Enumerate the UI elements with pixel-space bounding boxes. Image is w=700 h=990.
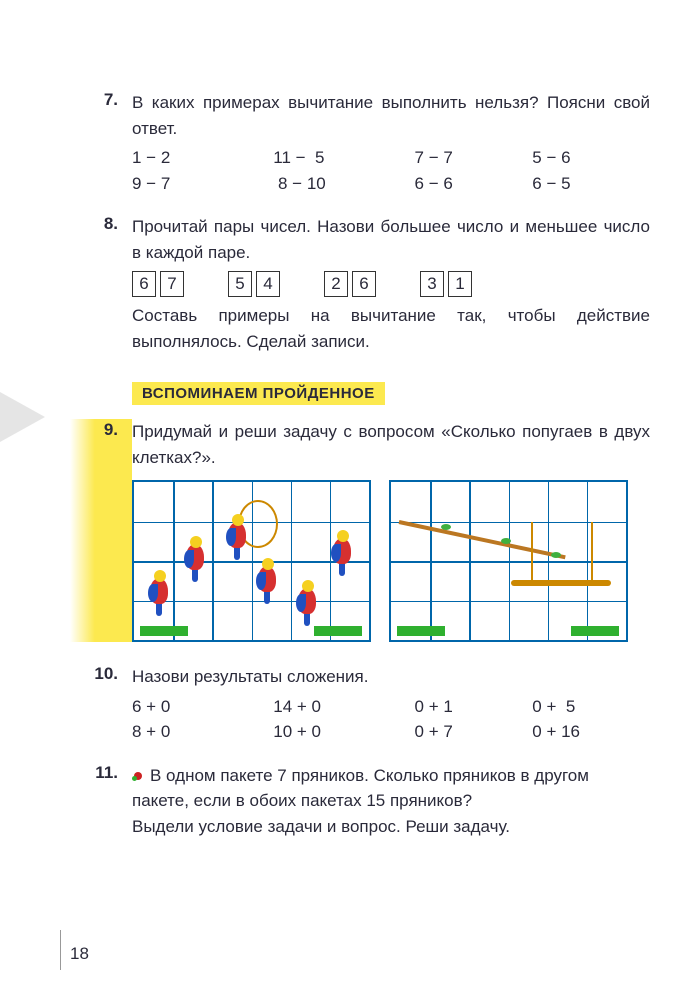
cage-bar (212, 482, 214, 640)
task-11: 11. В одном пакете 7 пряников. Сколько п… (70, 763, 650, 840)
leaf-icon (501, 538, 511, 544)
task-number: 9. (70, 419, 132, 642)
cage-left (132, 480, 371, 642)
pair: 54 (228, 271, 284, 297)
num-box: 6 (352, 271, 376, 297)
task-number: 10. (70, 664, 132, 745)
expr: 14 + 0 (273, 694, 414, 720)
task-text: Придумай и реши задачу с вопросом «Сколь… (132, 419, 650, 470)
task-text: Выдели условие задачи и вопрос. Реши зад… (132, 814, 650, 840)
num-box: 5 (228, 271, 252, 297)
task-body: В каких примерах вычитание выполнить нел… (132, 90, 650, 196)
task-text: В каких примерах вычитание выполнить нел… (132, 90, 650, 141)
cage-bar (509, 482, 511, 640)
task-10: 10. Назови результаты сложения. 6 + 0 14… (70, 664, 650, 745)
expr: 9 − 7 (132, 171, 273, 197)
parrot-icon (146, 568, 172, 610)
cage-floor (571, 626, 619, 636)
expr: 0 + 16 (532, 719, 650, 745)
section-heading: ВСПОМИНАЕМ ПРОЙДЕННОЕ (132, 382, 385, 405)
cage-bar (391, 601, 626, 603)
cage-floor (397, 626, 445, 636)
num-box: 4 (256, 271, 280, 297)
parrot-icon (224, 512, 250, 554)
branch (399, 520, 566, 559)
parrot-icon (329, 528, 355, 570)
task-9: 9. Придумай и реши задачу с вопросом «Ск… (70, 419, 650, 642)
expression-grid: 6 + 0 14 + 0 0 + 1 0 + 5 8 + 0 10 + 0 0 … (132, 694, 650, 745)
expr: 6 − 5 (532, 171, 650, 197)
expr: 7 − 7 (415, 145, 533, 171)
cages-illustration (132, 480, 650, 642)
margin-rule (60, 930, 61, 970)
task-body: Придумай и реши задачу с вопросом «Сколь… (132, 419, 650, 642)
pair: 31 (420, 271, 476, 297)
cage-right (389, 480, 628, 642)
cage-bar (548, 482, 550, 640)
expr: 8 − 10 (273, 171, 414, 197)
task-text: Прочитай пары чисел. Назови большее числ… (132, 214, 650, 265)
leaf-icon (441, 524, 451, 530)
pair: 26 (324, 271, 380, 297)
pair: 67 (132, 271, 188, 297)
task-number: 11. (70, 763, 132, 840)
num-box: 7 (160, 271, 184, 297)
task-text: Назови результаты сложения. (132, 664, 650, 690)
cage-floor (314, 626, 362, 636)
perch (511, 580, 611, 586)
expr: 8 + 0 (132, 719, 273, 745)
cage-bar (430, 482, 432, 640)
num-box: 1 (448, 271, 472, 297)
parrot-icon (254, 556, 280, 598)
textbook-page: 7. В каких примерах вычитание выполнить … (0, 0, 700, 887)
task-text: В одном пакете 7 пряников. Сколько пряни… (132, 766, 589, 811)
bullet-icon (132, 770, 144, 782)
task-body: Назови результаты сложения. 6 + 0 14 + 0… (132, 664, 650, 745)
perch-rope (531, 522, 533, 580)
leaf-icon (551, 552, 561, 558)
page-number: 18 (70, 944, 89, 964)
expr: 0 + 5 (532, 694, 650, 720)
task-7: 7. В каких примерах вычитание выполнить … (70, 90, 650, 196)
task-8: 8. Прочитай пары чисел. Назови большее ч… (70, 214, 650, 354)
task-body: Прочитай пары чисел. Назови большее числ… (132, 214, 650, 354)
task-text: Составь примеры на вычитание так, чтобы … (132, 303, 650, 354)
cage-bar (587, 482, 589, 640)
expr: 5 − 6 (532, 145, 650, 171)
task-number: 8. (70, 214, 132, 354)
number-pairs: 67 54 26 31 (132, 271, 650, 297)
expr: 0 + 1 (415, 694, 533, 720)
cage-bar (173, 482, 175, 640)
decorative-triangle (0, 392, 45, 442)
expr: 6 + 0 (132, 694, 273, 720)
task-body: В одном пакете 7 пряников. Сколько пряни… (132, 763, 650, 840)
num-box: 6 (132, 271, 156, 297)
expr: 0 + 7 (415, 719, 533, 745)
expr: 10 + 0 (273, 719, 414, 745)
task-number: 7. (70, 90, 132, 196)
cage-floor (140, 626, 188, 636)
num-box: 2 (324, 271, 348, 297)
cage-bar (469, 482, 471, 640)
expression-grid: 1 − 2 11 − 5 7 − 7 5 − 6 9 − 7 8 − 10 6 … (132, 145, 650, 196)
cage-bar (291, 482, 293, 640)
expr: 1 − 2 (132, 145, 273, 171)
parrot-icon (294, 578, 320, 620)
num-box: 3 (420, 271, 444, 297)
perch-rope (591, 522, 593, 580)
parrot-icon (182, 534, 208, 576)
expr: 6 − 6 (415, 171, 533, 197)
expr: 11 − 5 (273, 145, 414, 171)
